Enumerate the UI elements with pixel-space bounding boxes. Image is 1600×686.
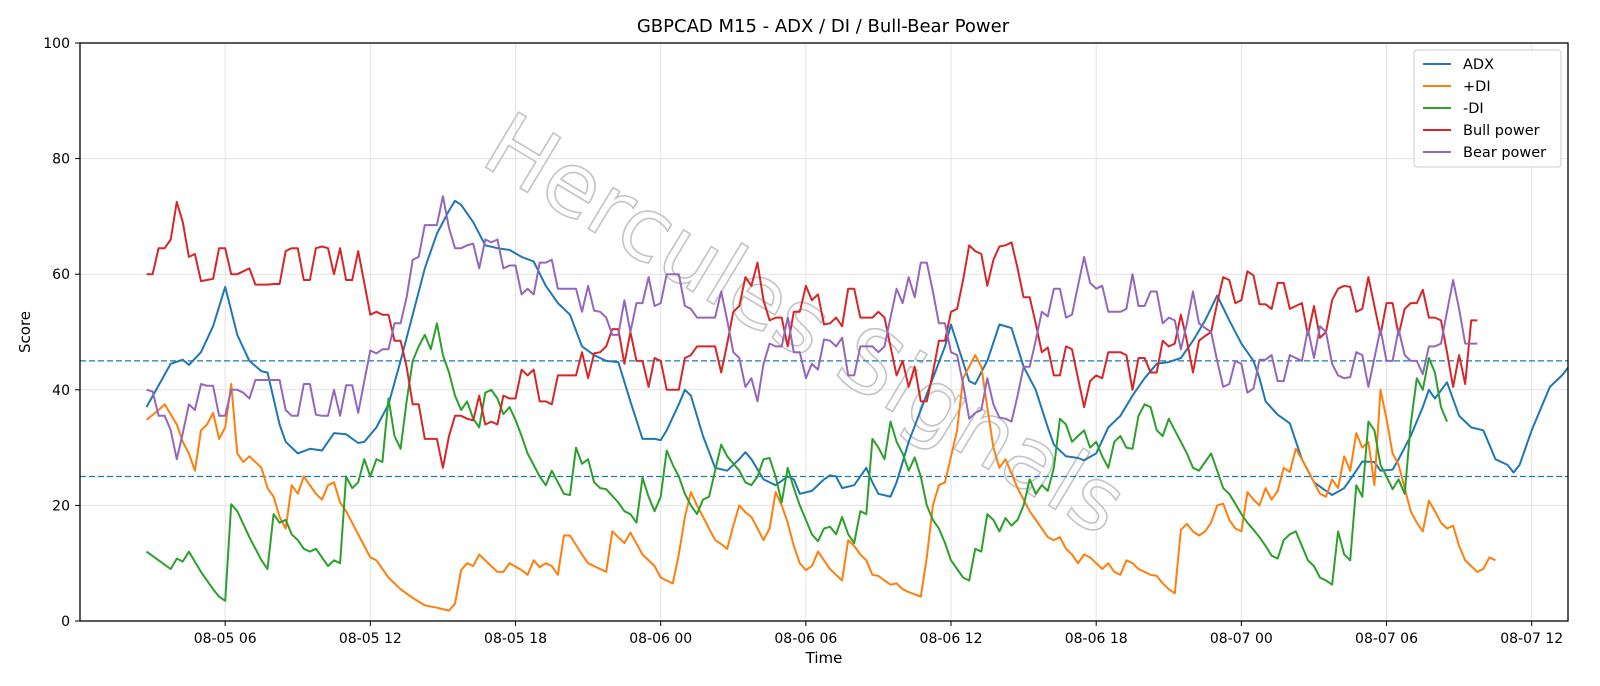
series-lines (145, 195, 1569, 612)
x-axis-label: Time (805, 649, 843, 667)
x-tick-label: 08-05 12 (339, 631, 402, 647)
legend-box (1413, 49, 1562, 168)
axis-ticks: 0 20 40 60 80 100 08-05 06 08-05 12 08-05 18 08-0… (43, 36, 1563, 647)
y-tick-label: 60 (52, 267, 70, 283)
y-tick-label: 20 (52, 498, 70, 514)
series-line-adx (145, 199, 1569, 498)
x-tick-label: 08-06 12 (920, 631, 983, 647)
y-axis-label: Score (16, 311, 34, 353)
y-tick-label: 40 (52, 383, 70, 399)
y-tick-label: 80 (52, 152, 70, 168)
y-tick-label: 0 (61, 614, 70, 630)
legend: ADX +DI -DI Bull power Bear power (1413, 49, 1562, 168)
legend-label: +DI (1463, 79, 1491, 95)
series-line-bull-power (146, 200, 1478, 469)
legend-label: Bull power (1463, 123, 1540, 139)
plot-area-border (79, 42, 1569, 622)
x-tick-label: 08-07 00 (1210, 631, 1273, 647)
x-tick-label: 08-06 00 (629, 631, 692, 647)
chart-title: GBPCAD M15 - ADX / DI / Bull-Bear Power (637, 16, 1010, 37)
x-tick-label: 08-07 12 (1500, 631, 1563, 647)
x-tick-label: 08-07 06 (1355, 631, 1418, 647)
legend-label: -DI (1463, 101, 1484, 117)
legend-label: Bear power (1463, 145, 1546, 161)
y-tick-label: 100 (43, 36, 70, 52)
x-tick-label: 08-05 18 (484, 631, 547, 647)
grid (80, 42, 1568, 622)
x-tick-label: 08-06 18 (1065, 631, 1128, 647)
series-line-plus-di (145, 354, 1496, 612)
threshold-lines (80, 360, 1568, 478)
legend-label: ADX (1463, 57, 1494, 73)
x-tick-label: 08-06 06 (774, 631, 837, 647)
series-line-bear-power (146, 195, 1478, 461)
x-tick-label: 08-05 06 (194, 631, 257, 647)
series-line-minus-di (145, 322, 1448, 602)
